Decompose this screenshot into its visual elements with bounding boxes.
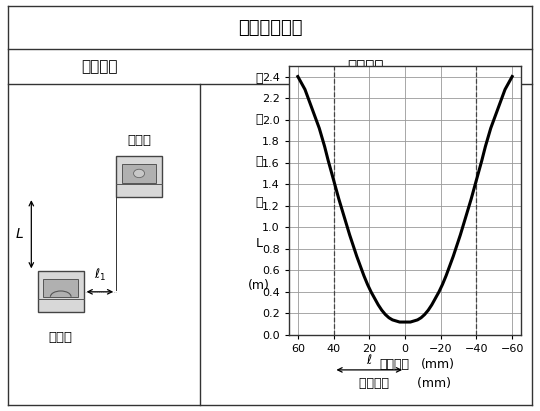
Text: (m): (m) [248, 279, 270, 292]
Text: $\ell_1$: $\ell_1$ [94, 267, 106, 283]
Text: 离: 离 [255, 196, 263, 209]
Bar [122, 164, 157, 183]
Text: 测: 测 [255, 113, 263, 126]
Text: 动作位置       (mm): 动作位置 (mm) [359, 377, 451, 390]
Bar [43, 279, 78, 297]
Text: L: L [16, 227, 23, 241]
Text: (mm): (mm) [421, 358, 454, 371]
Text: 平行移动特性: 平行移动特性 [238, 19, 302, 37]
Circle shape [133, 169, 145, 178]
Bar [116, 156, 162, 197]
Bar [38, 271, 84, 312]
Text: 动作位置: 动作位置 [379, 358, 409, 371]
Text: 收光器: 收光器 [49, 331, 73, 344]
Text: $\ell$: $\ell$ [366, 353, 373, 367]
Text: 检测数据: 检测数据 [348, 59, 384, 74]
Text: 检测方式: 检测方式 [82, 59, 118, 74]
Text: L: L [256, 237, 262, 250]
Text: 检: 检 [255, 72, 263, 85]
Text: 发光器: 发光器 [127, 134, 151, 147]
Text: 距: 距 [255, 155, 263, 168]
